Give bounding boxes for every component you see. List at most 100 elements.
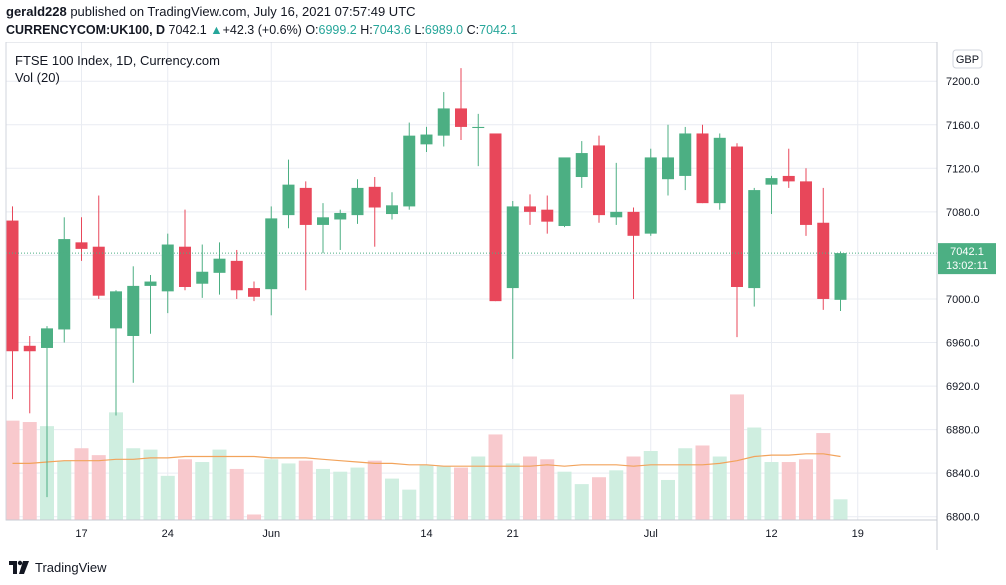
volume-bar [557,471,572,520]
candle [230,249,243,299]
open-label: O: [305,23,319,37]
price-tick-label: 7080.0 [946,207,980,219]
candle [748,187,761,307]
tradingview-brand[interactable]: TradingView [35,559,107,575]
candle-body [334,212,347,220]
price-axis[interactable]: 7200.07160.07120.07080.07040.07000.06960… [946,76,980,524]
volume-bar [247,514,261,520]
countdown-timer: 13:02:11 [946,260,988,272]
candle-body [765,178,778,185]
volume-bar [385,478,399,520]
volume-bar [816,433,831,520]
candle-body [472,126,485,129]
volume-bar [5,420,20,520]
volume-bar [91,455,106,520]
volume-bar [505,463,520,520]
candle-body [834,253,847,300]
volume-bars [5,394,848,520]
volume-bar [143,449,158,520]
candle [161,233,174,314]
volume-bar [281,463,296,520]
symbol-line: CURRENCYCOM:UK100, D 7042.1 ▲+42.3 (+0.6… [6,21,996,39]
published-text: published on TradingView.com, July 16, 2… [70,4,416,19]
candle-body [161,244,174,292]
time-tick-label: 17 [75,528,87,540]
candle [110,290,122,416]
change-text: +42.3 (+0.6%) [222,23,302,37]
candle-body [817,222,830,299]
candle-body [713,137,726,204]
candle-body [558,157,571,227]
volume-bar [264,459,279,520]
close-value: 7042.1 [479,23,518,37]
candle-body [6,220,19,352]
candle-body [731,146,743,287]
time-tick-label: 24 [162,528,174,540]
candle-body [782,175,795,182]
candle [593,135,605,223]
volume-bar [367,460,382,520]
candle [299,181,312,291]
candle [351,179,364,224]
candle-body [317,217,329,225]
footer: TradingView [8,557,107,577]
candle-body [524,206,536,212]
candle [800,168,812,236]
volume-bar [402,489,417,520]
candles [6,68,847,498]
candle-body [213,258,226,273]
candle-body [92,246,105,296]
candle-body [386,205,398,215]
currency-badge[interactable]: GBP [952,49,983,69]
volume-bar [109,412,123,520]
volume-bar [195,462,210,520]
candle [455,68,467,140]
plot-frame [5,42,938,521]
candle-body [265,218,278,290]
volume-bar [747,427,762,520]
author-name[interactable]: gerald228 [6,4,67,19]
candle-body [58,239,71,330]
publish-line: gerald228 published on TradingView.com, … [6,3,996,21]
candle [644,148,657,236]
volume-bar [781,462,796,520]
candle-body [282,184,295,216]
candle [679,126,692,191]
candle [334,209,347,250]
candle [662,124,674,196]
candle-body [489,133,502,302]
volume-bar [592,477,606,520]
candle [58,217,71,343]
volume-bar [454,467,468,520]
candle-body [196,271,209,284]
candle [765,175,778,215]
last-price-text: 7042.1 [168,23,207,37]
volume-bar [574,484,589,520]
candlestick-chart[interactable]: 7200.07160.07120.07080.07040.07000.06960… [0,42,1006,550]
tradingview-logo-icon[interactable] [8,558,30,576]
candle [817,187,830,310]
volume-bar [160,475,175,520]
volume-bar [764,462,779,520]
candle [179,209,191,291]
candle [317,203,329,254]
candle [41,326,53,498]
candle-body [144,281,157,286]
candle [558,157,571,228]
candle-body [403,135,416,207]
candle-body [299,187,312,225]
symbol-name: CURRENCYCOM:UK100, D [6,23,166,37]
volume-bar [661,479,675,520]
candle-body [41,328,53,348]
price-tick-label: 7120.0 [946,163,980,175]
candle-body [230,260,243,291]
time-axis[interactable]: 17 24 Jun 14 21 Jul 12 19 [75,528,864,540]
candle [144,275,157,334]
volume-bar [643,451,658,520]
candle-body [437,108,450,136]
candle [524,194,536,225]
price-tick-label: 6800.0 [946,512,980,524]
volume-bar [471,456,486,520]
candle-body [679,133,692,176]
low-value: 6989.0 [424,23,464,37]
